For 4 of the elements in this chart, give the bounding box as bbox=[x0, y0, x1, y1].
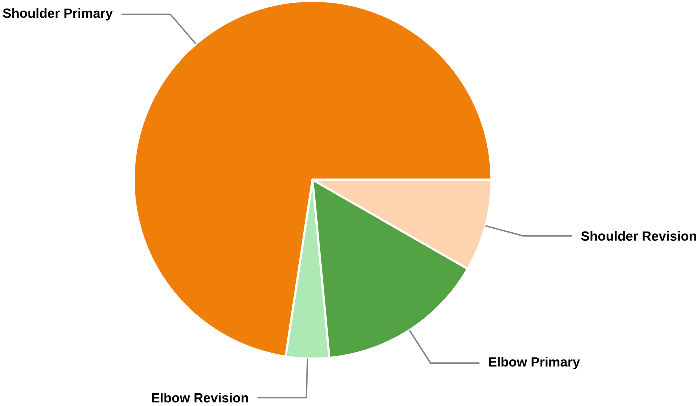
slice-label: Elbow Revision bbox=[152, 393, 248, 403]
slice-label: Elbow Primary bbox=[489, 357, 580, 370]
slice-label: Shoulder Primary bbox=[3, 8, 114, 21]
slice-label: Shoulder Revision bbox=[581, 232, 696, 242]
